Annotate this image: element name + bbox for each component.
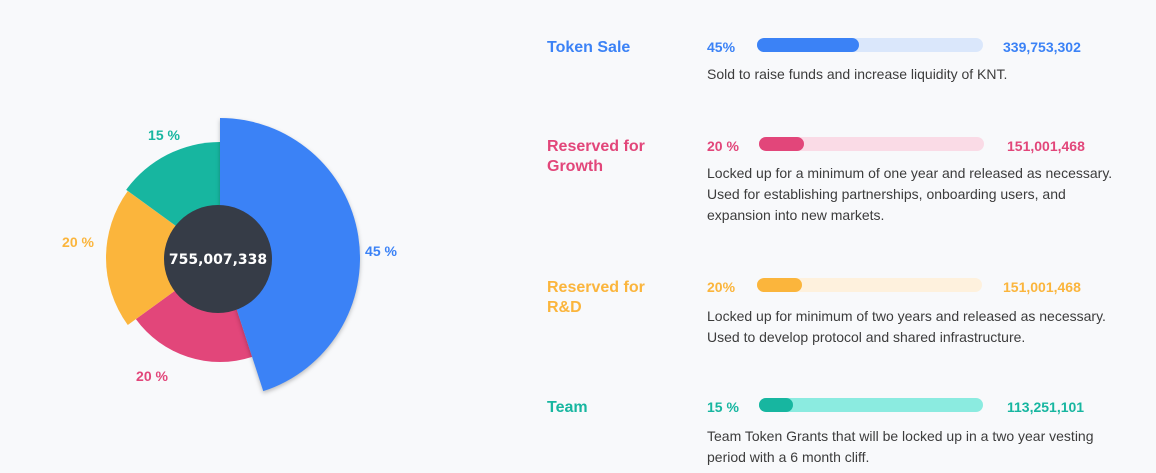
allocation-description: Locked up for minimum of two years and r…: [707, 308, 1106, 345]
allocation-description: Locked up for a minimum of one year and …: [707, 165, 1113, 223]
allocation-amount: 151,001,468: [1007, 138, 1085, 154]
pie-slice-token-sale: [220, 118, 360, 392]
allocation-percent: 15 %: [707, 399, 739, 415]
pie-center-disc: [164, 205, 272, 313]
pie-slice-label: 20 %: [136, 368, 168, 384]
allocation-progress-fill: [757, 38, 859, 52]
pie-slice-label: 15 %: [148, 127, 180, 143]
allocation-progress-track: [757, 278, 982, 292]
allocation-progress-track: [759, 398, 983, 412]
allocation-amount: 113,251,101: [1007, 399, 1085, 415]
allocation-percent: 20 %: [707, 138, 739, 154]
allocation-progress-fill: [759, 398, 793, 412]
allocation-description: Team Token Grants that will be locked up…: [707, 428, 1094, 465]
allocation-amount: 339,753,302: [1003, 39, 1081, 55]
allocation-percent: 45%: [707, 39, 736, 55]
allocation-name: Team: [547, 399, 588, 416]
pie-slice-label: 45 %: [365, 243, 397, 259]
pie-slice-label: 20 %: [62, 234, 94, 250]
allocation-name: Reserved for R&D: [547, 279, 645, 316]
allocation-progress-fill: [757, 278, 802, 292]
allocation-amount: 151,001,468: [1003, 279, 1081, 295]
allocation-progress-fill: [759, 137, 804, 151]
allocation-reserved-rnd: Reserved for R&D 20% 151,001,468 Locked …: [547, 278, 1137, 358]
allocation-progress-track: [757, 38, 983, 52]
allocation-percent: 20%: [707, 279, 736, 295]
pie-slice-reserved-for-r-d: [106, 190, 220, 326]
allocation-team: Team 15 % 113,251,101 Team Token Grants …: [547, 398, 1137, 468]
allocation-name: Reserved for Growth: [547, 138, 645, 175]
allocation-name: Token Sale: [547, 39, 631, 56]
allocation-description: Sold to raise funds and increase liquidi…: [707, 66, 1008, 82]
allocation-progress-track: [759, 137, 984, 151]
pie-center-total: 755,007,338: [169, 252, 267, 268]
allocation-reserved-growth: Reserved for Growth 20 % 151,001,468 Loc…: [547, 137, 1137, 237]
allocation-token-sale: Token Sale 45% 339,753,302 Sold to raise…: [547, 38, 1137, 98]
token-distribution-pie-chart: 755,007,338 45 % 20 % 20 % 15 %: [62, 118, 398, 392]
